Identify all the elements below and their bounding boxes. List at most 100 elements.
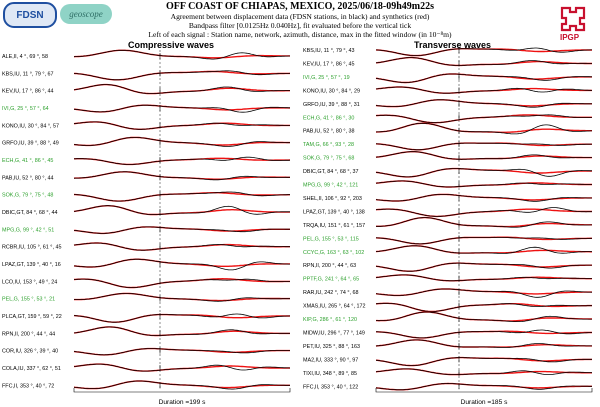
data-trace xyxy=(375,47,592,56)
station-label: KBS,IU, 11 °, 79 °, 43 xyxy=(303,48,355,54)
data-trace xyxy=(375,86,593,94)
synthetic-trace xyxy=(375,245,592,254)
synthetic-trace xyxy=(73,313,290,323)
data-trace xyxy=(376,311,592,322)
station-label: LPAZ,GT, 139 °, 40 °, 16 xyxy=(2,262,61,268)
station-label: XMAS,IU, 265 °, 64 °, 172 xyxy=(303,304,365,310)
data-trace xyxy=(375,262,592,272)
data-trace xyxy=(375,207,592,217)
compressive-panel-title: Compressive waves xyxy=(128,40,215,50)
data-trace xyxy=(375,288,593,298)
data-trace xyxy=(375,142,593,151)
station-label: TIXI,IU, 348 °, 89 °, 85 xyxy=(303,371,357,377)
station-label: PPTF,G, 241 °, 64 °, 65 xyxy=(303,277,359,283)
data-trace xyxy=(375,73,592,83)
synthetic-trace xyxy=(376,216,592,228)
station-label: CCYC,G, 163 °, 63 °, 102 xyxy=(303,250,364,256)
subtitle-legend: Left of each signal : Station name, netw… xyxy=(148,30,452,39)
data-trace xyxy=(73,137,290,147)
duration-bracket xyxy=(73,388,291,393)
station-label: RCBR,IU, 105 °, 61 °, 45 xyxy=(2,245,61,251)
data-trace xyxy=(375,302,592,312)
data-trace xyxy=(375,194,592,202)
data-trace xyxy=(73,191,290,202)
data-trace xyxy=(375,114,592,124)
ipgp-logo-icon xyxy=(560,6,586,32)
station-label: PAB,IU, 52 °, 80 °, 38 xyxy=(303,129,355,135)
data-trace xyxy=(375,168,592,178)
station-label: GRFO,IU, 39 °, 88 °, 49 xyxy=(2,141,59,147)
station-label: COR,IU, 326 °, 39 °, 40 xyxy=(2,349,58,355)
station-label: KIP,G, 286 °, 61 °, 120 xyxy=(303,317,357,323)
data-trace xyxy=(73,70,291,81)
synthetic-trace xyxy=(375,274,592,282)
station-label: RAR,IU, 242 °, 74 °, 68 xyxy=(303,290,359,296)
duration-bracket xyxy=(375,388,593,393)
transverse-panel-title: Transverse waves xyxy=(414,40,492,50)
data-trace xyxy=(73,121,290,130)
station-label: KONO,IU, 30 °, 84 °, 57 xyxy=(2,123,59,129)
data-trace xyxy=(73,104,290,113)
station-label: PAB,IU, 52 °, 80 °, 44 xyxy=(2,175,54,181)
station-label: RPN,II, 200 °, 44 °, 63 xyxy=(303,263,356,269)
data-trace xyxy=(73,84,290,94)
station-label: TAM,G, 66 °, 93 °, 28 xyxy=(303,142,354,148)
data-trace xyxy=(73,313,291,323)
data-trace xyxy=(375,236,592,245)
station-label: IVI,G, 25 °, 57 °, 64 xyxy=(2,106,49,112)
data-trace xyxy=(375,357,592,366)
station-label: TRQA,IU, 151 °, 61 °, 157 xyxy=(303,223,365,229)
data-trace xyxy=(73,380,290,390)
station-label: SOK,G, 79 °, 75 °, 68 xyxy=(303,156,354,162)
subtitle-agreement: Agreement between displacement data (FDS… xyxy=(170,12,430,21)
data-trace xyxy=(375,57,592,66)
synthetic-trace xyxy=(74,292,290,302)
station-label: MPG,G, 99 °, 42 °, 51 xyxy=(2,227,54,233)
synthetic-trace xyxy=(73,258,290,268)
station-label: DBIC,GT, 84 °, 68 °, 37 xyxy=(303,169,359,175)
synthetic-trace xyxy=(375,86,592,94)
geoscope-logo: geoscope xyxy=(60,4,112,24)
station-label: FFC,II, 353 °, 40 °, 122 xyxy=(303,384,358,390)
station-label: PLCA,GT, 159 °, 59 °, 22 xyxy=(2,314,62,320)
data-trace xyxy=(73,242,290,251)
station-label: PET,IU, 325 °, 88 °, 163 xyxy=(303,344,360,350)
station-label: IVI,G, 25 °, 57 °, 19 xyxy=(303,75,350,81)
synthetic-trace xyxy=(375,122,592,133)
synthetic-trace xyxy=(73,83,290,95)
station-label: GRFO,IU, 39 °, 88 °, 31 xyxy=(303,102,360,108)
station-label: LPAZ,GT, 139 °, 40 °, 138 xyxy=(303,209,365,215)
data-trace xyxy=(375,274,592,282)
station-label: ECH,G, 41 °, 86 °, 30 xyxy=(303,115,354,121)
synthetic-trace xyxy=(73,104,291,113)
data-trace xyxy=(73,205,290,215)
data-trace xyxy=(73,258,290,271)
data-trace xyxy=(73,49,290,60)
subtitle-filter: Bandpass filter [0.0125Hz 0.040Hz], fit … xyxy=(188,21,412,30)
station-label: SOK,G, 79 °, 75 °, 48 xyxy=(2,193,53,199)
station-label: COLA,IU, 337 °, 62 °, 51 xyxy=(2,366,61,372)
station-label: MIDW,IU, 296 °, 77 °, 149 xyxy=(303,330,365,336)
station-label: ECH,G, 41 °, 86 °, 45 xyxy=(2,158,53,164)
data-trace xyxy=(375,122,592,135)
data-trace xyxy=(375,245,592,254)
duration-label: Duration =185 s xyxy=(461,399,508,406)
station-label: LCO,IU, 153 °, 49 °, 24 xyxy=(2,279,57,285)
data-trace xyxy=(376,217,592,228)
station-label: KBS,IU, 11 °, 79 °, 67 xyxy=(2,71,54,77)
station-label: KEV,IU, 17 °, 86 °, 44 xyxy=(2,89,53,95)
data-trace xyxy=(376,329,593,339)
data-trace xyxy=(375,151,592,160)
station-label: ALE,II, 4 °, 69 °, 58 xyxy=(2,54,48,60)
data-trace xyxy=(375,339,592,348)
station-label: RPN,II, 200 °, 44 °, 44 xyxy=(2,331,55,337)
synthetic-trace xyxy=(375,208,592,218)
geoscope-logo-text: geoscope xyxy=(69,9,103,19)
data-trace xyxy=(73,171,290,181)
station-label: PEL,G, 155 °, 53 °, 21 xyxy=(2,297,55,303)
duration-label: Duration =199 s xyxy=(159,399,206,406)
data-trace xyxy=(375,383,592,391)
station-label: KONO,IU, 30 °, 84 °, 29 xyxy=(303,88,360,94)
data-trace xyxy=(73,326,290,336)
